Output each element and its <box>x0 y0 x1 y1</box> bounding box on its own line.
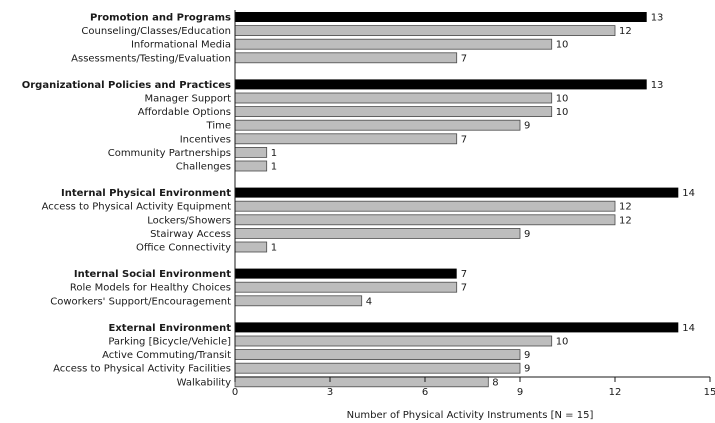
value-label: 1 <box>271 243 277 254</box>
item-label: Lockers/Showers <box>147 215 231 226</box>
item-bar <box>234 38 553 50</box>
item-label: Access to Physical Activity Equipment <box>42 202 231 213</box>
value-label: 7 <box>461 134 467 145</box>
value-label: 1 <box>271 148 277 159</box>
x-tick-label: 12 <box>609 387 622 398</box>
value-label: 14 <box>682 188 695 199</box>
item-bar <box>234 92 553 104</box>
labels-layer: Promotion and Programs 13 Counseling/Class… <box>22 13 695 389</box>
item-label: Assessments/Testing/Evaluation <box>71 53 231 64</box>
value-label: 9 <box>524 364 530 375</box>
group-label: Promotion and Programs <box>90 13 231 24</box>
item-label: Office Connectivity <box>136 243 231 254</box>
item-bar <box>234 376 489 388</box>
value-label: 13 <box>651 80 664 91</box>
group-bar <box>235 322 679 333</box>
value-label: 1 <box>271 162 277 173</box>
item-label: Role Models for Healthy Choices <box>70 283 231 294</box>
value-label: 7 <box>461 53 467 64</box>
item-bar <box>234 106 553 117</box>
item-label: Time <box>206 121 231 132</box>
value-label: 9 <box>524 229 530 240</box>
value-label: 10 <box>556 94 569 105</box>
group-bar <box>235 12 647 22</box>
value-label: 9 <box>524 121 530 132</box>
bars-layer <box>234 12 679 388</box>
group-bar <box>235 187 679 198</box>
value-label: 4 <box>366 296 372 307</box>
item-label: Manager Support <box>144 94 231 105</box>
x-axis-title: Number of Physical Activity Instruments … <box>347 410 594 421</box>
item-label: Stairway Access <box>150 229 231 240</box>
item-bar <box>234 133 458 145</box>
group-bar <box>235 268 457 279</box>
item-label: Informational Media <box>131 40 231 51</box>
item-bar <box>234 335 553 347</box>
item-bar <box>234 362 521 374</box>
item-label: Active Commuting/Transit <box>102 350 231 361</box>
value-label: 10 <box>556 337 569 348</box>
x-tick-label: 3 <box>327 387 333 398</box>
item-label: Challenges <box>176 162 231 173</box>
value-label: 13 <box>651 13 664 24</box>
item-bar <box>234 241 268 253</box>
group-bar <box>235 79 647 90</box>
item-label: Access to Physical Activity Facilities <box>53 364 231 375</box>
item-bar <box>234 227 521 239</box>
x-tick-label: 0 <box>232 387 238 398</box>
value-label: 7 <box>461 283 467 294</box>
value-label: 14 <box>682 323 695 334</box>
item-bar <box>234 25 616 37</box>
item-bar <box>234 160 268 172</box>
item-bar <box>234 200 616 212</box>
value-label: 9 <box>524 350 530 361</box>
value-label: 12 <box>619 26 632 37</box>
value-label: 10 <box>556 40 569 51</box>
group-label: Internal Social Environment <box>74 269 231 280</box>
value-label: 10 <box>556 107 569 118</box>
item-label: Parking [Bicycle/Vehicle] <box>108 337 231 348</box>
item-bar <box>234 349 521 361</box>
item-bar <box>234 281 458 293</box>
item-label: Counseling/Classes/Education <box>81 26 231 37</box>
item-bar <box>234 146 268 158</box>
value-label: 7 <box>461 269 467 280</box>
item-label: Community Partnerships <box>108 148 231 159</box>
value-label: 8 <box>492 377 498 388</box>
item-bar <box>234 295 363 307</box>
value-label: 12 <box>619 202 632 213</box>
value-label: 12 <box>619 215 632 226</box>
x-axis: 0 3 6 9 12 15 <box>232 10 715 398</box>
group-label: Organizational Policies and Practices <box>22 80 231 91</box>
group-label: External Environment <box>109 323 232 334</box>
group-label: Internal Physical Environment <box>61 188 231 199</box>
item-label: Affordable Options <box>138 107 231 118</box>
item-bar <box>234 119 521 131</box>
x-tick-label: 6 <box>422 387 428 398</box>
item-label: Walkability <box>177 377 232 388</box>
x-tick-label: 15 <box>704 387 715 398</box>
x-tick-label: 9 <box>517 387 523 398</box>
item-label: Coworkers' Support/Encouragement <box>50 296 231 307</box>
item-bar <box>234 214 616 226</box>
item-label: Incentives <box>180 134 231 145</box>
item-bar <box>234 52 458 64</box>
